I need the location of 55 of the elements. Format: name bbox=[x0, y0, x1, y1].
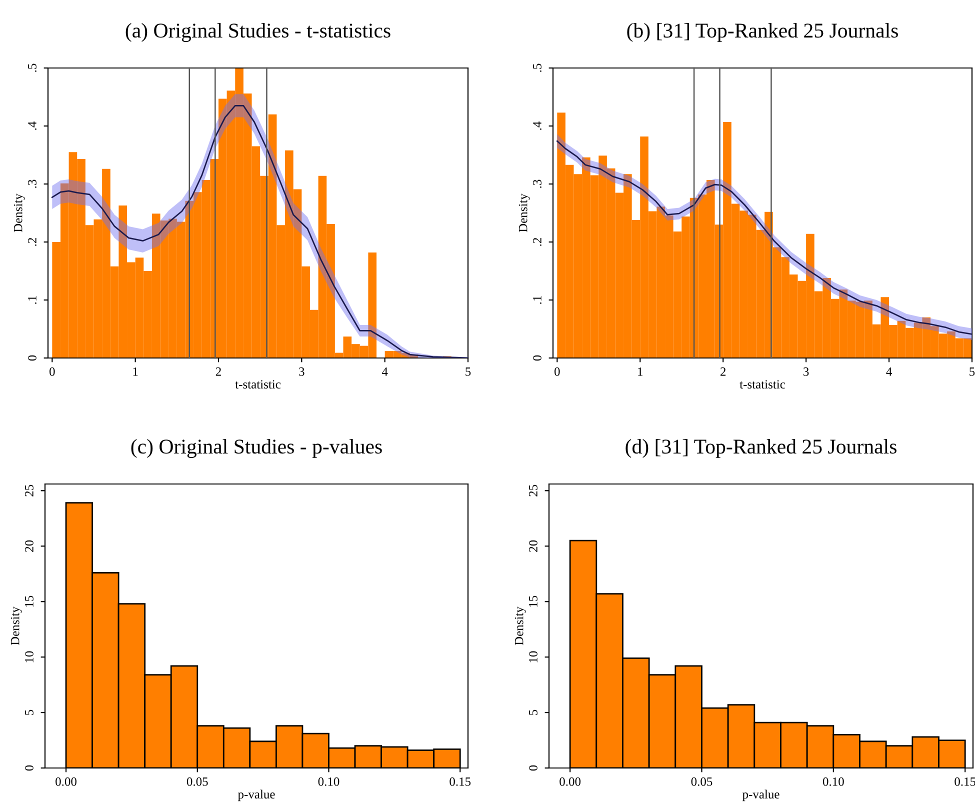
x-tick-label: 5 bbox=[970, 368, 975, 376]
x-tick-label: 0.00 bbox=[560, 777, 581, 786]
y-tick-label: .3 bbox=[533, 180, 542, 188]
x-axis-title: p-value bbox=[238, 790, 275, 802]
x-tick-label: 2 bbox=[720, 367, 726, 376]
y-tick-label: .4 bbox=[533, 122, 542, 130]
chart-title: (c) Original Studies - p-values bbox=[131, 438, 382, 458]
x-tick-label: 3 bbox=[299, 367, 304, 376]
x-tick-label: 0.15 bbox=[450, 777, 471, 786]
y-tick-label: .3 bbox=[28, 180, 36, 188]
x-axis-title: t-statistic bbox=[740, 380, 786, 389]
y-tick-label: .2 bbox=[28, 238, 36, 246]
x-tick-label: 4 bbox=[886, 367, 892, 376]
y-tick-label: .4 bbox=[28, 122, 36, 130]
y-tick-label: .5 bbox=[533, 64, 542, 72]
x-tick-label: 0.10 bbox=[822, 777, 844, 786]
y-axis-title: Density bbox=[10, 606, 22, 646]
x-tick-label: 0.10 bbox=[318, 777, 340, 786]
y-tick-label: 5 bbox=[529, 710, 538, 715]
y-tick-label: 20 bbox=[529, 540, 538, 552]
y-tick-label: 10 bbox=[25, 651, 34, 662]
chart-title: (b) [31] Top-Ranked 25 Journals bbox=[627, 22, 898, 42]
y-tick-label: 25 bbox=[529, 484, 538, 496]
y-tick-label: .2 bbox=[533, 238, 542, 246]
chart-title: (a) Original Studies - t-statistics bbox=[126, 22, 390, 42]
y-tick-label: 15 bbox=[529, 596, 538, 607]
y-tick-label: .5 bbox=[28, 64, 36, 72]
x-axis-title: p-value bbox=[742, 790, 780, 802]
y-tick-label: .1 bbox=[28, 296, 36, 304]
y-tick-label: 20 bbox=[25, 540, 34, 552]
x-tick-label: 0 bbox=[554, 367, 560, 376]
x-tick-label: 3 bbox=[804, 367, 809, 376]
x-tick-label: 4 bbox=[382, 367, 388, 376]
y-tick-label: .1 bbox=[533, 296, 542, 304]
y-tick-label: 0 bbox=[25, 765, 34, 771]
x-tick-label: 0.05 bbox=[691, 777, 712, 786]
y-axis-title: Density bbox=[518, 194, 530, 232]
x-tick-label: 1 bbox=[638, 367, 642, 376]
x-tick-label: 0.00 bbox=[56, 777, 76, 786]
y-tick-label: 25 bbox=[25, 484, 34, 496]
chart-title: (d) [31] Top-Ranked 25 Journals bbox=[626, 438, 896, 458]
y-tick-label: 0 bbox=[28, 355, 36, 361]
y-axis-title: Density bbox=[514, 606, 526, 646]
x-axis-title: t-statistic bbox=[235, 380, 281, 389]
y-tick-label: 0 bbox=[529, 765, 538, 771]
y-tick-label: 15 bbox=[25, 596, 34, 607]
x-tick-label: 2 bbox=[216, 367, 221, 376]
y-tick-label: 5 bbox=[25, 710, 34, 715]
x-tick-label: 5 bbox=[466, 368, 471, 376]
x-tick-label: 0.05 bbox=[186, 777, 208, 786]
y-tick-label: 0 bbox=[533, 355, 542, 361]
y-axis-title: Density bbox=[14, 194, 25, 232]
x-tick-label: 0 bbox=[50, 367, 55, 376]
x-tick-label: 1 bbox=[133, 367, 138, 376]
y-tick-label: 10 bbox=[529, 651, 538, 662]
